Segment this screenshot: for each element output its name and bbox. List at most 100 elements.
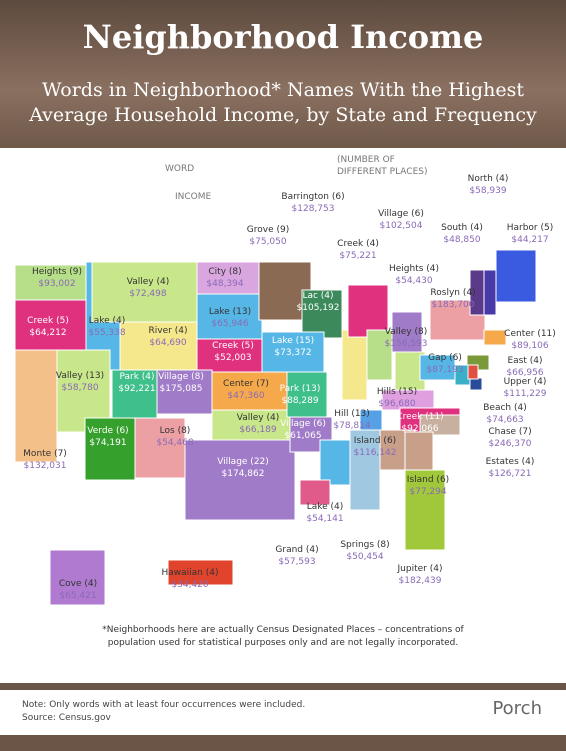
place-income: $73,372 <box>274 348 311 358</box>
state-shape <box>349 429 381 511</box>
source: Source: Census.gov <box>22 713 111 723</box>
place-income: $77,294 <box>409 487 446 497</box>
place-income: $111,229 <box>504 389 547 399</box>
place-word: Gap (6) <box>428 353 462 363</box>
footnote: *Neighborhoods here are actually Census … <box>102 625 464 635</box>
state-shape <box>49 549 106 606</box>
place-income: $102,504 <box>380 221 423 231</box>
place-income: $174,862 <box>222 469 265 479</box>
map-card: WORD INCOME (NUMBER OF DIFFERENT PLACES) Hei… <box>0 148 566 683</box>
place-income: $132,031 <box>24 461 67 471</box>
state-shape <box>286 371 328 418</box>
logo: Porch <box>492 698 542 719</box>
place-word: Barrington (6) <box>281 192 344 202</box>
place-word: South (4) <box>441 223 483 233</box>
place-word: Creek (11) <box>396 412 443 422</box>
place-word: City (8) <box>208 267 241 277</box>
map: WORD INCOME (NUMBER OF DIFFERENT PLACES) Hei… <box>14 155 556 648</box>
place-word: Chase (7) <box>488 427 531 437</box>
place-income: $55,338 <box>88 328 125 338</box>
place-word: Lac (4) <box>302 291 333 301</box>
place-income: $156,593 <box>385 339 428 349</box>
place-income: $246,370 <box>489 439 532 449</box>
place-word: Valley (13) <box>56 371 104 381</box>
state-shape <box>111 369 158 419</box>
place-word: Grand (4) <box>275 545 318 555</box>
state-shape <box>467 364 479 380</box>
banner: Neighborhood Income Words in Neighborhoo… <box>0 0 566 150</box>
place-income: $54,468 <box>156 438 193 448</box>
state-shape <box>167 559 234 586</box>
place-income: $89,106 <box>511 341 548 351</box>
place-income: $47,360 <box>227 391 264 401</box>
place-income: $61,065 <box>284 431 321 441</box>
place-income: $116,142 <box>354 448 397 458</box>
place-word: Roslyn (4) <box>430 288 475 298</box>
state-shape <box>14 349 58 463</box>
place-word: Valley (4) <box>127 277 169 287</box>
place-income: $126,721 <box>489 469 532 479</box>
place-word: River (4) <box>149 326 188 336</box>
place-word: North (4) <box>468 174 509 184</box>
place-income: $74,191 <box>89 438 126 448</box>
place-word: Lake (4) <box>89 316 126 326</box>
state-shape <box>495 249 537 303</box>
place-word: Island (6) <box>407 475 449 485</box>
state-shape <box>347 284 389 338</box>
place-income: $44,217 <box>511 235 548 245</box>
place-word: Jupiter (4) <box>397 564 443 574</box>
place-word: East (4) <box>507 356 542 366</box>
subtitle: Words in Neighborhood* Names With the Hi… <box>0 78 566 128</box>
place-word: Hills (15) <box>377 387 417 397</box>
place-income: $52,003 <box>214 353 251 363</box>
legend-label: (NUMBER OF <box>337 155 395 165</box>
state-shape <box>14 299 91 351</box>
place-word: Grove (9) <box>247 225 289 235</box>
title: Neighborhood Income <box>82 18 484 56</box>
place-income: $65,946 <box>211 319 248 329</box>
place-word: Lake (15) <box>272 336 314 346</box>
legend-label: DIFFERENT PLACES) <box>337 167 428 177</box>
place-word: Creek (5) <box>27 316 69 326</box>
place-income: $128,753 <box>292 204 335 214</box>
state-shape <box>301 289 343 339</box>
place-income: $87,193 <box>426 365 463 375</box>
place-word: Village (8) <box>158 372 204 382</box>
state-shape <box>134 417 186 479</box>
state-shape <box>319 439 353 486</box>
place-income: $66,189 <box>239 425 276 435</box>
place-word: Heights (9) <box>32 267 82 277</box>
place-income: $74,663 <box>486 415 523 425</box>
state-shape <box>261 331 325 373</box>
state-shape <box>419 414 461 436</box>
place-word: Park (13) <box>280 384 321 394</box>
place-income: $183,700 <box>432 300 475 310</box>
place-word: Village (6) <box>280 419 326 429</box>
state-shape <box>84 417 136 481</box>
place-income: $72,498 <box>129 289 166 299</box>
state-shape <box>469 377 483 391</box>
place-income: $175,085 <box>160 384 203 394</box>
place-word: Creek (4) <box>337 239 379 249</box>
place-word: Valley (4) <box>237 413 279 423</box>
subtitle-line: Words in Neighborhood* Names With the Hi… <box>42 79 524 101</box>
place-income: $92,221 <box>118 384 155 394</box>
place-word: Creek (5) <box>212 341 254 351</box>
place-income: $96,680 <box>378 399 415 409</box>
state-shape <box>184 439 296 521</box>
place-word: Harbor (5) <box>507 223 554 233</box>
state-shape <box>391 311 423 353</box>
state-shape <box>483 329 507 346</box>
place-word: Verde (6) <box>87 426 128 436</box>
state-shape <box>404 431 434 471</box>
place-word: Center (7) <box>223 379 269 389</box>
state-shape <box>91 261 198 323</box>
footer: Note: Only words with at least four occu… <box>0 690 566 735</box>
place-word: Estates (4) <box>486 457 535 467</box>
place-word: Center (11) <box>504 329 556 339</box>
place-income: $75,050 <box>249 237 286 247</box>
footnote: population used for statistical purposes… <box>108 638 459 648</box>
state-shape <box>211 371 288 411</box>
place-word: Lake (4) <box>307 502 344 512</box>
state-shape <box>196 293 263 340</box>
